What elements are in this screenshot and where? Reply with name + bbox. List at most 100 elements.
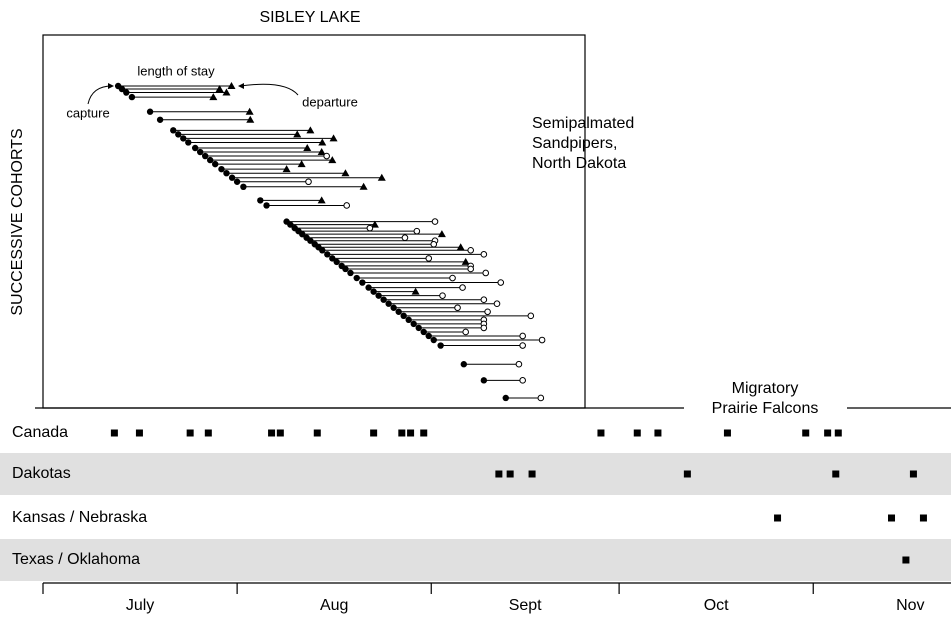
departure-triangle [329,134,338,142]
capture-dot [118,85,126,93]
departure-circle [537,394,545,402]
capture-dot [257,197,264,204]
departure-circle [519,332,526,340]
departure-triangle [377,173,386,181]
departure-triangle [246,115,255,123]
capture-dot [319,247,326,254]
capture-dot [437,342,444,349]
capture-dot [502,394,509,402]
capture-dot [128,93,136,101]
capture-dot [385,300,392,307]
row-label: Canada [12,424,68,441]
departure-triangle [461,257,470,265]
departure-triangle [222,88,231,96]
species-label: Semipalmated [532,115,634,132]
capture-dot [425,332,432,340]
falcon-record [909,470,917,478]
departure-triangle [317,196,326,204]
departure-triangle [297,160,306,168]
capture-dot [342,265,349,273]
falcon-record [495,470,503,478]
departure-triangle [245,107,254,115]
departure-triangle [437,230,446,238]
departure-circle [480,296,488,303]
capture-dot [410,320,417,328]
capture-dot [324,251,331,258]
capture-dot [400,312,407,320]
falcon-record [506,470,514,478]
capture-dot [223,169,230,177]
departure-circle [431,218,439,225]
capture-dot [263,202,270,209]
departure-circle [467,247,474,254]
capture-dot [370,288,377,295]
departure-triangle [215,85,224,93]
departure-circle [401,234,409,242]
falcon-record [802,429,810,437]
departure-circle [459,284,466,291]
departure-triangle [293,130,302,138]
departure-triangle [456,243,465,251]
capture-dot [206,156,214,164]
row-label: Kansas / Nebraska [12,509,147,526]
annotation: capture [66,105,109,120]
capture-dot [287,221,294,228]
falcon-record [888,514,896,522]
departure-triangle [370,220,379,228]
departure-circle [497,279,505,286]
departure-triangle [306,126,315,134]
falcon-record [420,429,428,437]
species-label: Sandpipers, [532,135,617,152]
falcon-record [654,429,662,437]
falcon-record [276,429,284,437]
departure-circle [454,304,461,312]
capture-dot [460,361,468,368]
capture-dot [212,160,219,168]
capture-dot [123,89,130,96]
month-label: Oct [704,597,729,614]
departure-triangle [303,143,312,151]
capture-dot [390,304,397,311]
departure-circle [323,152,330,160]
departure-triangle [227,82,236,89]
capture-dot [405,316,412,324]
departure-triangle [341,169,350,177]
falcon-record [919,514,927,522]
annotation-arrow [239,83,299,96]
capture-dot [347,269,354,277]
capture-dot [201,152,209,160]
departure-circle [480,324,488,332]
departure-circle [480,251,488,258]
row-label: Dakotas [12,465,71,482]
departure-circle [484,308,491,316]
row-band [0,539,951,581]
departure-circle [366,224,374,232]
capture-dot [307,237,314,244]
capture-dot [353,274,360,282]
month-label: Sept [509,597,542,614]
capture-dot [420,328,427,336]
departure-circle [430,240,438,248]
departure-circle [538,336,546,344]
capture-dot [180,135,187,142]
falcon-record [723,429,731,437]
falcon-record [110,429,118,437]
capture-dot [218,165,225,173]
departure-circle [462,328,469,336]
departure-circle [519,377,526,384]
annotation: departure [302,94,358,109]
falcon-record [407,429,415,437]
capture-dot [430,336,437,344]
capture-dot [185,139,192,146]
row-label: Texas / Oklahoma [12,551,140,568]
capture-dot [299,230,306,238]
departure-circle [413,227,421,235]
falcon-record [204,429,212,437]
capture-dot [233,178,241,185]
falcon-record [902,556,910,564]
falcon-label: Prairie Falcons [712,400,819,417]
month-label: July [126,597,154,614]
falcon-record [683,470,691,478]
falcon-record [370,429,378,437]
departure-triangle [282,165,291,173]
